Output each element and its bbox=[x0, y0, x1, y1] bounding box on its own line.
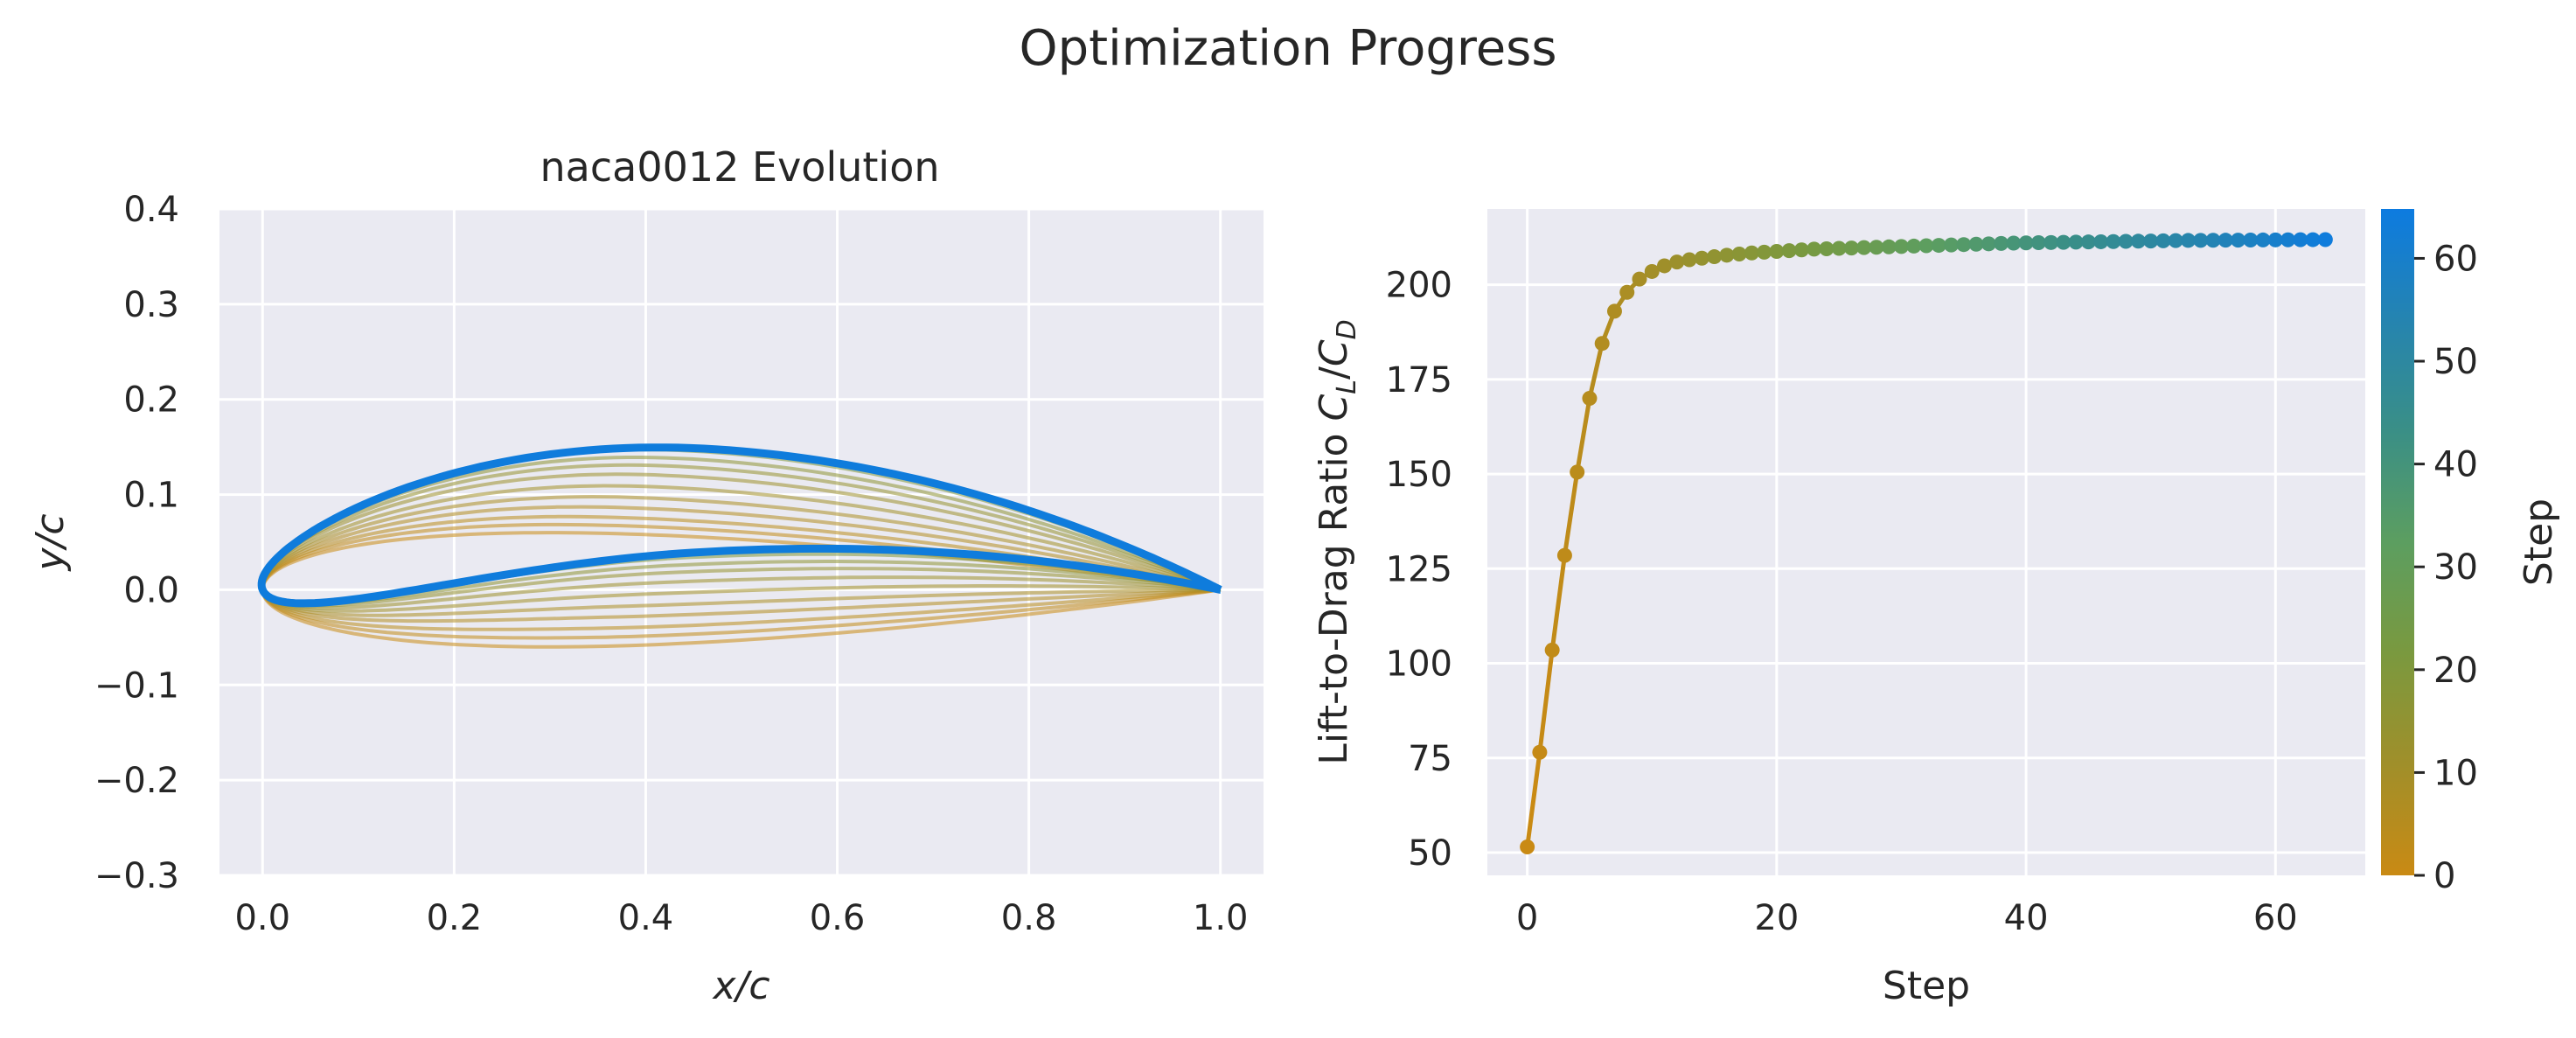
colorbar-gradient bbox=[2381, 209, 2414, 875]
ld-point bbox=[1595, 336, 1610, 351]
airfoil-y-tick-label: 0.4 bbox=[123, 190, 179, 230]
ld-x-axis-label: Step bbox=[1883, 964, 1970, 1008]
ld-x-tick-label: 0 bbox=[1516, 898, 1538, 938]
ld-point bbox=[1545, 643, 1560, 658]
colorbar-tick-label: 40 bbox=[2433, 445, 2478, 485]
colorbar-tick-label: 10 bbox=[2433, 753, 2478, 793]
ld-point bbox=[2318, 232, 2333, 247]
airfoil-y-tick-label: 0.1 bbox=[123, 476, 179, 516]
colorbar-tick-label: 60 bbox=[2433, 239, 2478, 279]
airfoil-y-tick-label: −0.1 bbox=[94, 665, 179, 706]
ld-y-tick-label: 75 bbox=[1408, 739, 1452, 779]
colorbar-label: Step bbox=[2517, 498, 2561, 586]
ld-x-ticks: 0 20 40 60 bbox=[1516, 898, 2298, 938]
airfoil-x-tick-label: 0.4 bbox=[618, 898, 674, 938]
airfoil-x-tick-label: 1.0 bbox=[1193, 898, 1249, 938]
airfoil-x-tick-label: 0.2 bbox=[427, 898, 483, 938]
airfoil-x-tick-label: 0.8 bbox=[1001, 898, 1057, 938]
airfoil-y-axis-label: y/c bbox=[28, 513, 73, 572]
ld-point bbox=[1520, 839, 1535, 854]
airfoil-y-tick-label: −0.3 bbox=[94, 856, 179, 896]
ld-y-ticks: 50 75 100 125 150 175 200 bbox=[1386, 266, 1452, 874]
colorbar-tick-label: 30 bbox=[2433, 547, 2478, 588]
ld-y-tick-label: 50 bbox=[1408, 833, 1452, 874]
ld-point bbox=[1570, 464, 1584, 479]
ld-y-tick-label: 125 bbox=[1386, 549, 1452, 589]
colorbar-tick-label: 0 bbox=[2433, 856, 2455, 896]
airfoil-panel: naca0012 Evolution 0.0 0.2 0.4 0.6 0.8 1.0 0.… bbox=[28, 143, 1264, 1008]
airfoil-x-tick-label: 0.6 bbox=[810, 898, 866, 938]
figure-title: Optimization Progress bbox=[1019, 20, 1556, 77]
ld-x-tick-label: 60 bbox=[2253, 898, 2298, 938]
ld-y-tick-label: 150 bbox=[1386, 455, 1452, 495]
colorbar-tick-label: 50 bbox=[2433, 342, 2478, 382]
ld-point bbox=[1607, 303, 1622, 318]
ld-y-axis-label: Lift-to-Drag Ratio CL/CD bbox=[1312, 319, 1362, 764]
airfoil-y-ticks: 0.4 0.3 0.2 0.1 0.0 −0.1 −0.2 −0.3 bbox=[94, 190, 179, 896]
airfoil-panel-title: naca0012 Evolution bbox=[540, 143, 940, 191]
ld-x-tick-label: 40 bbox=[2004, 898, 2049, 938]
airfoil-y-tick-label: 0.0 bbox=[123, 570, 179, 610]
ld-x-tick-label: 20 bbox=[1754, 898, 1799, 938]
ld-y-tick-label: 100 bbox=[1386, 644, 1452, 685]
airfoil-y-tick-label: 0.3 bbox=[123, 285, 179, 325]
airfoil-x-tick-label: 0.0 bbox=[234, 898, 290, 938]
airfoil-x-axis-label: x/c bbox=[711, 964, 769, 1008]
airfoil-y-tick-label: 0.2 bbox=[123, 380, 179, 421]
ld-point bbox=[1619, 285, 1634, 300]
ld-y-tick-label: 175 bbox=[1386, 360, 1452, 401]
colorbar: 0 10 20 30 40 50 60 Step bbox=[2381, 209, 2561, 896]
ld-point bbox=[1557, 548, 1572, 563]
colorbar-ticks: 0 10 20 30 40 50 60 bbox=[2414, 239, 2478, 896]
ld-point bbox=[1669, 254, 1684, 269]
ld-y-tick-label: 200 bbox=[1386, 266, 1452, 306]
ld-panel: 0 20 40 60 50 75 100 125 150 175 200 Step Lift-to… bbox=[1312, 209, 2365, 1008]
airfoil-x-ticks: 0.0 0.2 0.4 0.6 0.8 1.0 bbox=[234, 898, 1248, 938]
ld-point bbox=[1632, 272, 1647, 287]
ld-point bbox=[1582, 391, 1597, 406]
airfoil-y-tick-label: −0.2 bbox=[94, 761, 179, 801]
ld-point bbox=[1532, 745, 1547, 760]
colorbar-tick-label: 20 bbox=[2433, 651, 2478, 691]
